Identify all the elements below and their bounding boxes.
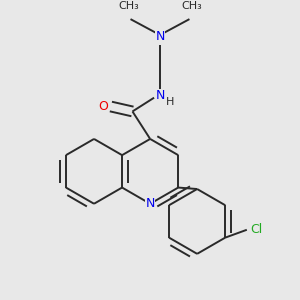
Text: N: N — [155, 89, 165, 102]
Text: Cl: Cl — [250, 223, 263, 236]
Text: CH₃: CH₃ — [118, 1, 139, 11]
Text: CH₃: CH₃ — [181, 1, 202, 11]
Text: O: O — [98, 100, 108, 113]
Text: H: H — [166, 97, 174, 106]
Text: N: N — [155, 30, 165, 43]
Text: N: N — [146, 197, 155, 210]
